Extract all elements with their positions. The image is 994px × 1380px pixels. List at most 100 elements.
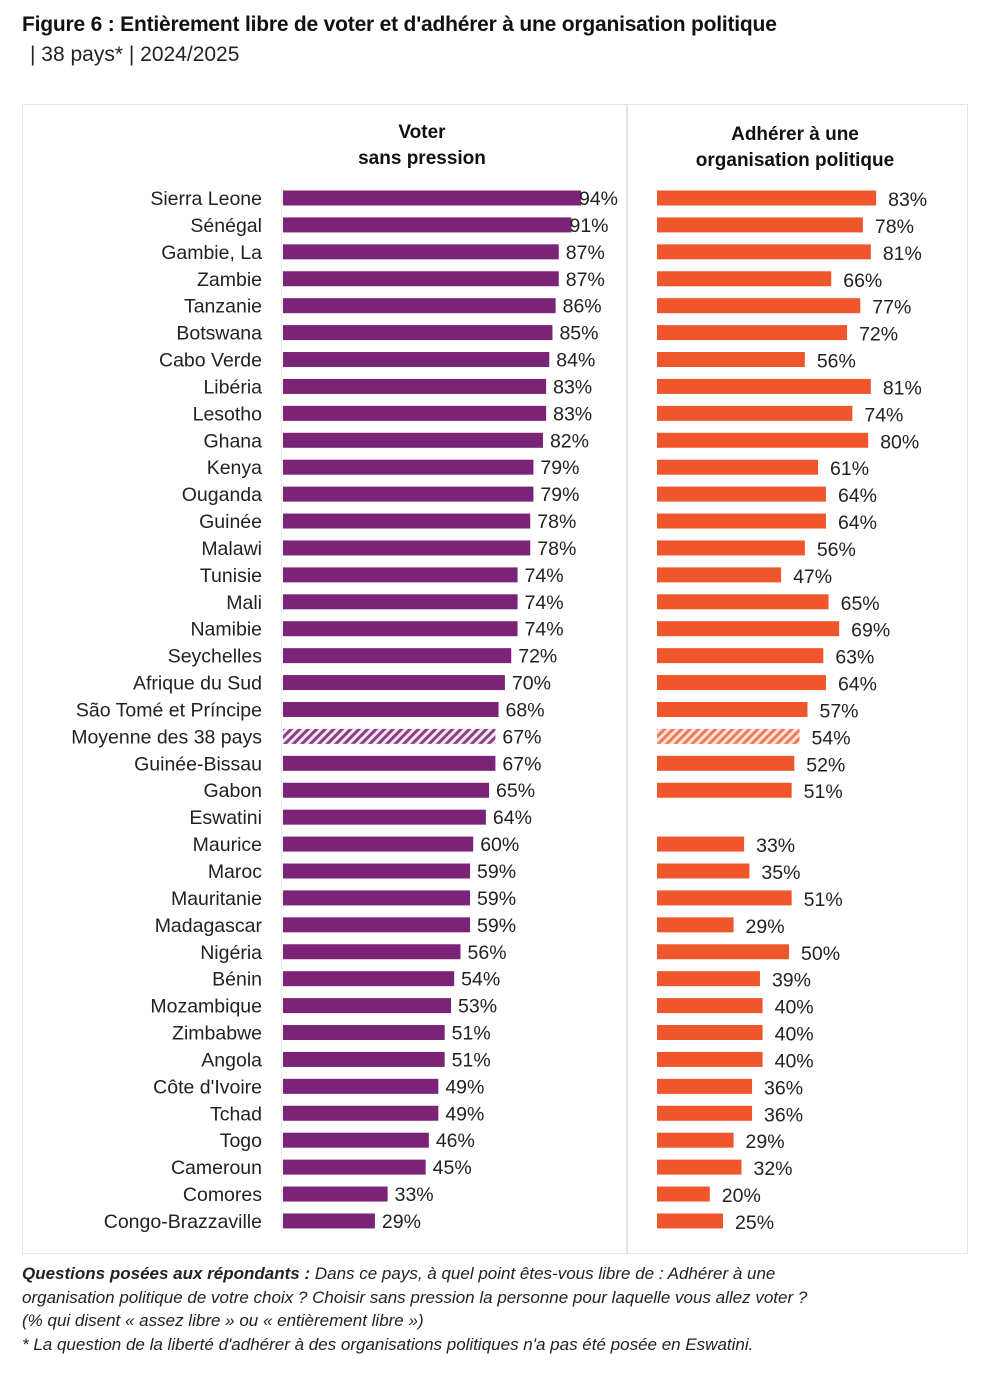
bar-organisation-mauritanie (657, 890, 792, 906)
figure-subtitle: | 38 pays* | 2024/2025 (30, 43, 240, 66)
value-label-organisation-afrique-du-sud: 64% (838, 674, 877, 696)
value-label-organisation-benin: 39% (772, 970, 811, 992)
bar-vote-gambie-la (283, 244, 559, 260)
value-label-vote-afrique-du-sud: 70% (512, 673, 551, 695)
bar-vote-madagascar (283, 917, 471, 933)
series-header-vote-line2: sans pression (358, 148, 486, 169)
value-label-vote-malawi: 78% (537, 538, 576, 560)
category-label-cote-d-ivoire: Côte d'Ivoire (153, 1076, 262, 1098)
bar-organisation-benin (657, 971, 760, 987)
category-label-tunisie: Tunisie (200, 565, 262, 587)
value-label-organisation-liberia: 81% (883, 377, 922, 399)
value-label-organisation-nigeria: 50% (801, 943, 840, 965)
category-label-zimbabwe: Zimbabwe (172, 1023, 262, 1045)
value-label-organisation-cote-d-ivoire: 36% (764, 1077, 803, 1099)
value-label-vote-seychelles: 72% (518, 646, 557, 668)
value-label-organisation-cameroun: 32% (753, 1158, 792, 1180)
bar-organisation-sao-tome-et-principe (657, 701, 808, 717)
value-label-vote-moyenne-des-38-pays: 67% (502, 726, 541, 748)
value-label-vote-mozambique: 53% (458, 996, 497, 1018)
bar-organisation-sierra-leone (657, 190, 877, 206)
bar-vote-tunisie (283, 567, 518, 583)
category-label-tchad: Tchad (210, 1103, 262, 1125)
bar-organisation-tchad (657, 1105, 753, 1121)
category-label-ghana: Ghana (203, 430, 262, 452)
category-label-cameroun: Cameroun (171, 1157, 262, 1179)
value-label-organisation-moyenne-des-38-pays: 54% (812, 727, 851, 749)
panel-divider (626, 104, 628, 1254)
category-label-comores: Comores (183, 1184, 262, 1206)
value-label-organisation-mauritanie: 51% (804, 889, 843, 911)
average-bar-organisation (657, 728, 800, 744)
bar-organisation-mali (657, 594, 829, 610)
value-label-vote-tunisie: 74% (525, 565, 564, 587)
value-label-organisation-congo-brazzaville: 25% (735, 1212, 774, 1234)
value-label-vote-angola: 51% (452, 1049, 491, 1071)
value-label-vote-togo: 46% (436, 1130, 475, 1152)
bar-organisation-maurice (657, 836, 745, 852)
bar-organisation-guinee-bissau (657, 755, 795, 771)
value-label-vote-eswatini: 64% (493, 807, 532, 829)
value-label-vote-ouganda: 79% (540, 484, 579, 506)
bar-vote-zimbabwe (283, 1025, 445, 1041)
bar-organisation-togo (657, 1132, 734, 1148)
bar-organisation-maroc (657, 863, 750, 879)
category-label-angola: Angola (201, 1049, 262, 1071)
value-label-organisation-mozambique: 40% (775, 997, 814, 1019)
bar-vote-cote-d-ivoire (283, 1078, 439, 1094)
value-label-vote-sierra-leone: 94% (579, 188, 618, 210)
bar-organisation-madagascar (657, 917, 734, 933)
value-label-vote-senegal: 91% (569, 215, 608, 237)
category-label-sao-tome-et-principe: São Tomé et Príncipe (76, 699, 262, 721)
category-label-nigeria: Nigéria (200, 942, 262, 964)
bar-organisation-seychelles (657, 648, 824, 664)
bar-organisation-senegal (657, 217, 863, 233)
value-label-organisation-lesotho: 74% (864, 404, 903, 426)
value-label-vote-sao-tome-et-principe: 68% (506, 699, 545, 721)
value-label-vote-cabo-verde: 84% (556, 350, 595, 372)
bar-organisation-gabon (657, 782, 792, 798)
bar-organisation-tunisie (657, 567, 782, 583)
bar-organisation-cote-d-ivoire (657, 1078, 753, 1094)
series-header-vote: Voter sans pression (302, 120, 542, 172)
category-label-benin: Bénin (212, 969, 262, 991)
bar-vote-lesotho (283, 405, 547, 421)
value-label-vote-cote-d-ivoire: 49% (445, 1076, 484, 1098)
category-label-moyenne-des-38-pays: Moyenne des 38 pays (71, 726, 262, 748)
value-label-organisation-sao-tome-et-principe: 57% (819, 700, 858, 722)
value-label-vote-zimbabwe: 51% (452, 1023, 491, 1045)
bar-vote-mozambique (283, 998, 452, 1014)
bar-organisation-zambie (657, 271, 832, 287)
bar-organisation-botswana (657, 325, 848, 341)
bar-organisation-kenya (657, 459, 819, 475)
question-text-line1: Questions posées aux répondants : Dans c… (22, 1262, 982, 1286)
bar-organisation-gambie-la (657, 244, 871, 260)
category-label-lesotho: Lesotho (193, 403, 263, 425)
category-label-madagascar: Madagascar (155, 915, 263, 937)
bar-vote-cabo-verde (283, 352, 550, 368)
value-label-vote-cameroun: 45% (433, 1157, 472, 1179)
category-label-guinee: Guinée (199, 511, 262, 533)
value-label-vote-botswana: 85% (559, 323, 598, 345)
category-label-ouganda: Ouganda (182, 484, 262, 506)
question-text-line2: organisation politique de votre choix ? … (22, 1287, 808, 1307)
value-label-organisation-senegal: 78% (875, 216, 914, 238)
eswatini-note: * La question de la liberté d'adhérer à … (22, 1334, 754, 1354)
category-axis-line (281, 186, 282, 1232)
category-label-maurice: Maurice (193, 834, 262, 856)
value-label-organisation-tunisie: 47% (793, 566, 832, 588)
bar-organisation-malawi (657, 540, 805, 556)
category-label-mozambique: Mozambique (150, 996, 262, 1018)
bar-vote-mali (283, 594, 518, 610)
bar-organisation-cabo-verde (657, 352, 805, 368)
bar-vote-maroc (283, 863, 471, 879)
bar-vote-sierra-leone (283, 190, 581, 206)
value-label-organisation-sierra-leone: 83% (888, 189, 927, 211)
question-text-part1: Dans ce pays, à quel point êtes-vous lib… (310, 1264, 776, 1283)
bar-vote-ouganda (283, 486, 534, 502)
value-label-vote-tanzanie: 86% (563, 296, 602, 318)
question-label: Questions posées aux répondants : (22, 1264, 311, 1283)
bar-organisation-namibie (657, 621, 840, 637)
category-label-liberia: Libéria (203, 376, 262, 398)
bar-organisation-cameroun (657, 1159, 742, 1175)
